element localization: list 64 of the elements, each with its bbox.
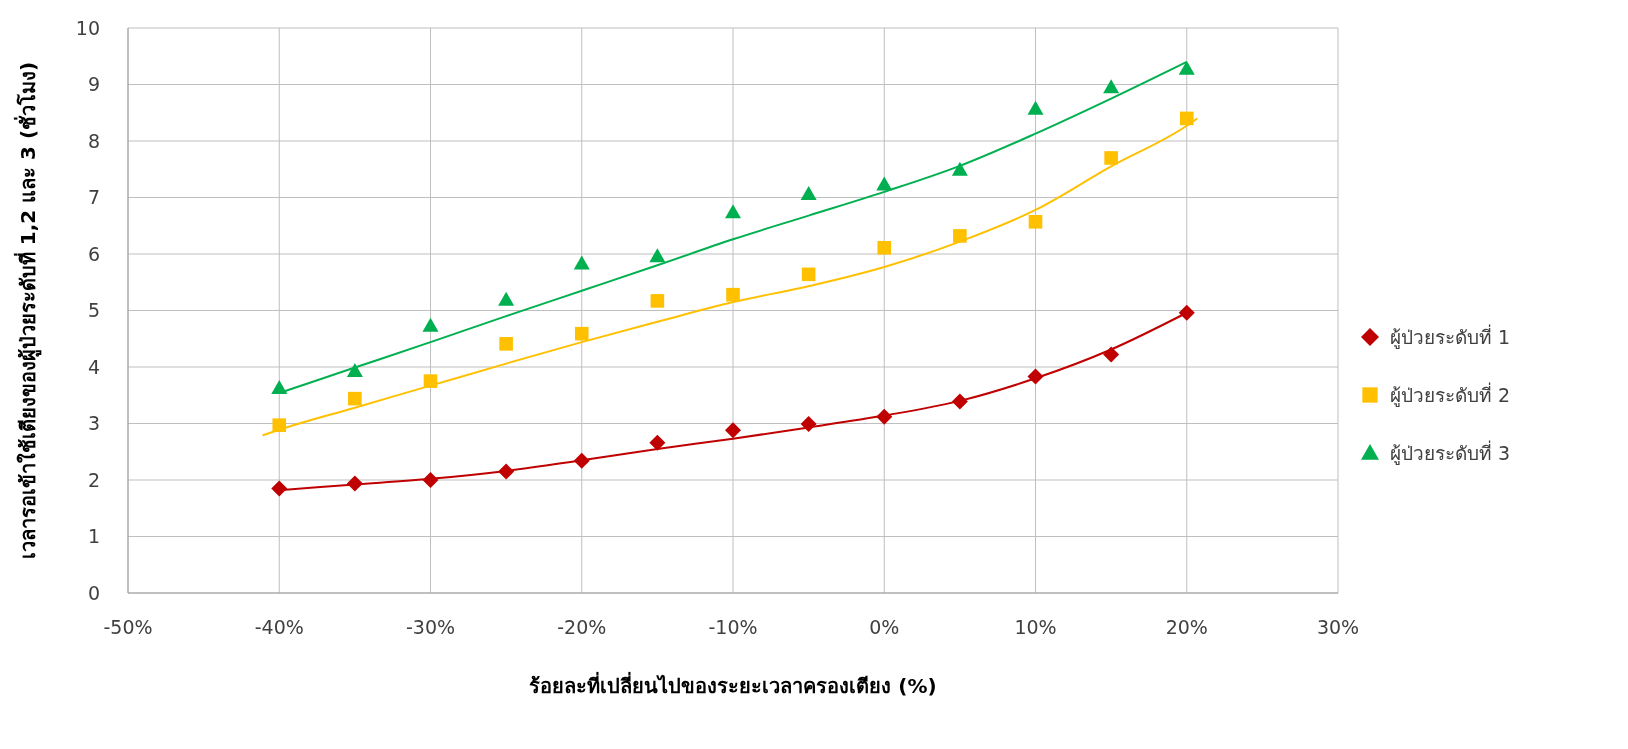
point [800, 416, 817, 433]
point [498, 291, 515, 306]
x-tick-label: -40% [254, 616, 304, 639]
point [272, 418, 287, 432]
x-tick-label: -50% [103, 616, 153, 639]
legend-label: ผู้ป่วยระดับที่ 3 [1390, 439, 1511, 467]
x-tick-label: 0% [869, 616, 900, 639]
point [649, 248, 666, 263]
point [876, 408, 893, 425]
y-tick-label: 9 [87, 73, 100, 96]
y-tick-label: 5 [87, 299, 100, 322]
point [346, 362, 363, 377]
point [271, 480, 288, 497]
point [498, 463, 515, 480]
point [726, 287, 740, 302]
point [1103, 79, 1120, 94]
y-tick-label: 10 [75, 16, 100, 39]
point [573, 255, 590, 270]
y-tick-label: 4 [87, 355, 100, 378]
point [953, 229, 967, 243]
point [801, 267, 816, 282]
x-tick-label: -10% [708, 616, 758, 639]
point [1178, 60, 1195, 75]
y-tick-label: 3 [87, 412, 100, 435]
legend-label: ผู้ป่วยระดับที่ 2 [1390, 381, 1511, 409]
point [346, 475, 363, 492]
point [573, 452, 590, 469]
point [1027, 368, 1044, 385]
point [1103, 346, 1120, 363]
point [800, 186, 817, 201]
x-axis-title: ร้อยละที่เปลี่ยนไปของระยะเวลาครองเตียง (%) [529, 671, 937, 698]
y-tick-label: 1 [87, 525, 100, 548]
y-tick-label: 7 [87, 186, 100, 209]
point [1027, 100, 1044, 115]
point [1178, 304, 1195, 321]
point [951, 161, 968, 176]
x-tick-label: 10% [1014, 616, 1057, 639]
y-axis-title: เวลารอเข้าใช้เตียงของผู้ป่วยระดับที่ 1,2 และ 3 (ชั่วโมง) [13, 61, 43, 560]
point [725, 204, 741, 219]
y-tick-label: 8 [87, 129, 100, 152]
point [649, 434, 666, 451]
point [422, 472, 439, 488]
y-tick-label: 0 [87, 581, 100, 604]
point [422, 317, 439, 332]
x-tick-label: -30% [405, 616, 456, 639]
x-tick-label: 20% [1165, 616, 1208, 639]
point [1179, 111, 1194, 126]
point [271, 379, 288, 394]
point [1104, 151, 1118, 165]
point [574, 326, 589, 341]
point [877, 240, 892, 255]
x-tick-label: -20% [557, 616, 607, 639]
point [499, 337, 513, 351]
legend-label: ผู้ป่วยระดับที่ 1 [1390, 323, 1511, 351]
point [725, 422, 741, 439]
point [650, 294, 665, 308]
point [876, 176, 893, 191]
y-tick-label: 2 [87, 468, 100, 491]
point [951, 393, 968, 410]
point [348, 391, 362, 406]
point [1028, 215, 1043, 229]
x-tick-label: 30% [1316, 616, 1360, 639]
y-tick-label: 6 [87, 242, 100, 265]
point [423, 374, 438, 388]
